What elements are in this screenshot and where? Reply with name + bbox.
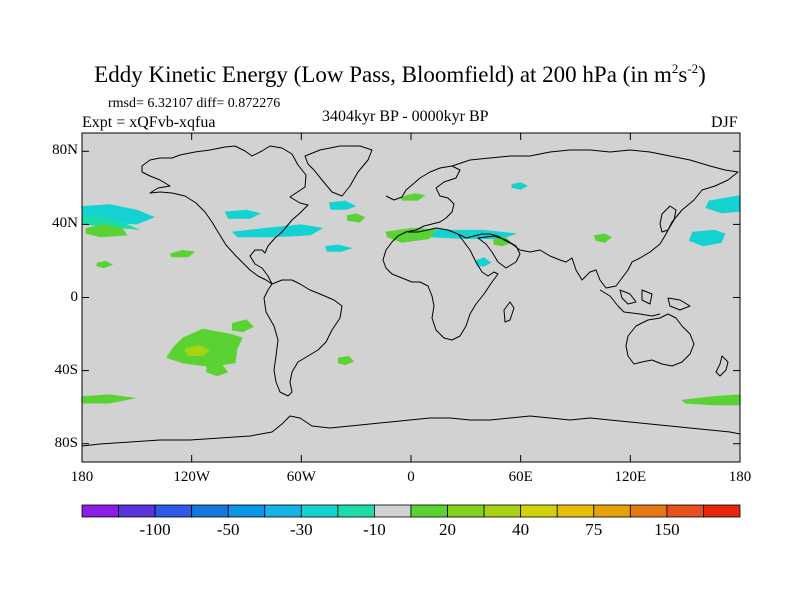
europe-africa-coast [382, 165, 499, 341]
coastlines [82, 145, 740, 447]
colorbar-swatch-5 [264, 504, 302, 518]
anomaly-region-18 [400, 193, 426, 201]
colorbar-swatch-1 [118, 504, 156, 518]
colorbar-label-7: 150 [654, 520, 680, 539]
stats-label: rmsd= 6.32107 diff= 0.872276 [108, 96, 281, 111]
colorbar-swatch-15 [629, 504, 668, 518]
title-text: Eddy Kinetic Energy (Low Pass, Bloomfiel… [94, 62, 672, 87]
anomaly-region-21 [206, 365, 229, 377]
colorbar-swatch-11 [483, 504, 522, 518]
colorbar-label-6: 75 [585, 520, 603, 539]
anomaly-region-11 [85, 224, 128, 238]
anomaly-region-20 [231, 319, 254, 333]
colorbar-swatch-0 [81, 504, 119, 518]
anomaly-region-1 [82, 215, 141, 230]
experiment-label: Expt = xQFvb-xqfua [82, 114, 216, 131]
lon-label-0: 180 [70, 469, 94, 485]
australia-coast [625, 313, 695, 367]
anomaly-region-3 [328, 200, 357, 210]
arabia-coast [477, 235, 521, 269]
title-superscript-2: -2 [687, 61, 699, 76]
season-label: DJF [711, 114, 738, 131]
lon-label-1: 120W [173, 469, 210, 485]
anomaly-region-4 [231, 224, 324, 238]
antarctica-coast [82, 415, 740, 447]
anomaly-region-8 [688, 229, 726, 247]
anomaly-region-2 [224, 209, 262, 219]
eurasia-coast [451, 149, 739, 289]
anomaly-region-9 [705, 195, 740, 214]
colorbar-swatch-17 [703, 504, 741, 518]
lat-label-4: 80S [54, 434, 78, 451]
title-superscript-1: 2 [671, 61, 679, 76]
anomaly-region-14 [347, 213, 366, 223]
anomaly-region-5 [325, 244, 353, 252]
title-close-paren: ) [698, 62, 706, 87]
colorbar-swatch-10 [447, 504, 485, 518]
colorbar-swatch-12 [520, 504, 558, 518]
lon-label-5: 120E [614, 469, 647, 485]
lat-label-0: 80N [52, 142, 78, 159]
lon-label-3: 0 [407, 469, 415, 485]
lat-label-2: 0 [70, 288, 79, 305]
lon-label-6: 180 [728, 469, 752, 485]
anomaly-region-7 [475, 257, 492, 267]
anomaly-region-17 [593, 233, 613, 243]
japan-coast [659, 205, 677, 233]
colorbar-swatch-9 [410, 504, 448, 518]
north-america-coast [141, 145, 309, 285]
colorbar-label-5: 40 [512, 520, 530, 539]
anomaly-region-24 [681, 394, 740, 406]
plot-title: Eddy Kinetic Energy (Low Pass, Bloomfiel… [0, 62, 800, 86]
colorbar-swatch-7 [337, 504, 375, 518]
colorbar [81, 504, 741, 518]
anomaly-region-13 [96, 260, 114, 269]
axis-ticks [81, 133, 741, 462]
colorbar-swatch-2 [154, 504, 193, 518]
lat-label-3: 40S [54, 361, 78, 378]
new-zealand-coast [715, 355, 729, 377]
colorbar-swatch-13 [556, 504, 595, 518]
anomaly-region-16 [493, 237, 512, 247]
colorbar-swatch-8 [374, 504, 412, 518]
anomaly-layer [82, 182, 740, 406]
anomaly-region-23 [82, 394, 137, 404]
colorbar-label-4: 20 [439, 520, 457, 539]
colorbar-swatch-3 [191, 504, 229, 518]
colorbar-swatch-14 [593, 504, 631, 518]
map-background [82, 133, 740, 462]
anomaly-region-12 [169, 250, 196, 258]
colorbar-label-1: -50 [216, 520, 240, 539]
anomaly-region-15 [385, 228, 437, 243]
greenland-coast [304, 145, 373, 197]
anomaly-region-22 [337, 356, 355, 366]
south-america-coast [263, 279, 343, 397]
lon-label-2: 60W [286, 469, 316, 485]
anomaly-region-25 [184, 345, 210, 356]
lat-label-1: 40N [52, 215, 78, 232]
colorbar-label-2: -30 [289, 520, 313, 539]
indonesia-coast [599, 289, 691, 317]
colorbar-swatch-4 [227, 504, 266, 518]
colorbar-label-3: -10 [363, 520, 386, 539]
period-label: 3404kyr BP - 0000kyr BP [322, 108, 489, 125]
madagascar-coast [503, 301, 515, 323]
anomaly-region-10 [511, 182, 528, 190]
colorbar-label-0: -100 [139, 520, 171, 539]
colorbar-swatch-6 [300, 504, 339, 518]
lon-label-4: 60E [508, 469, 533, 485]
colorbar-swatch-16 [666, 504, 704, 518]
title-unit-s: s [678, 62, 688, 87]
